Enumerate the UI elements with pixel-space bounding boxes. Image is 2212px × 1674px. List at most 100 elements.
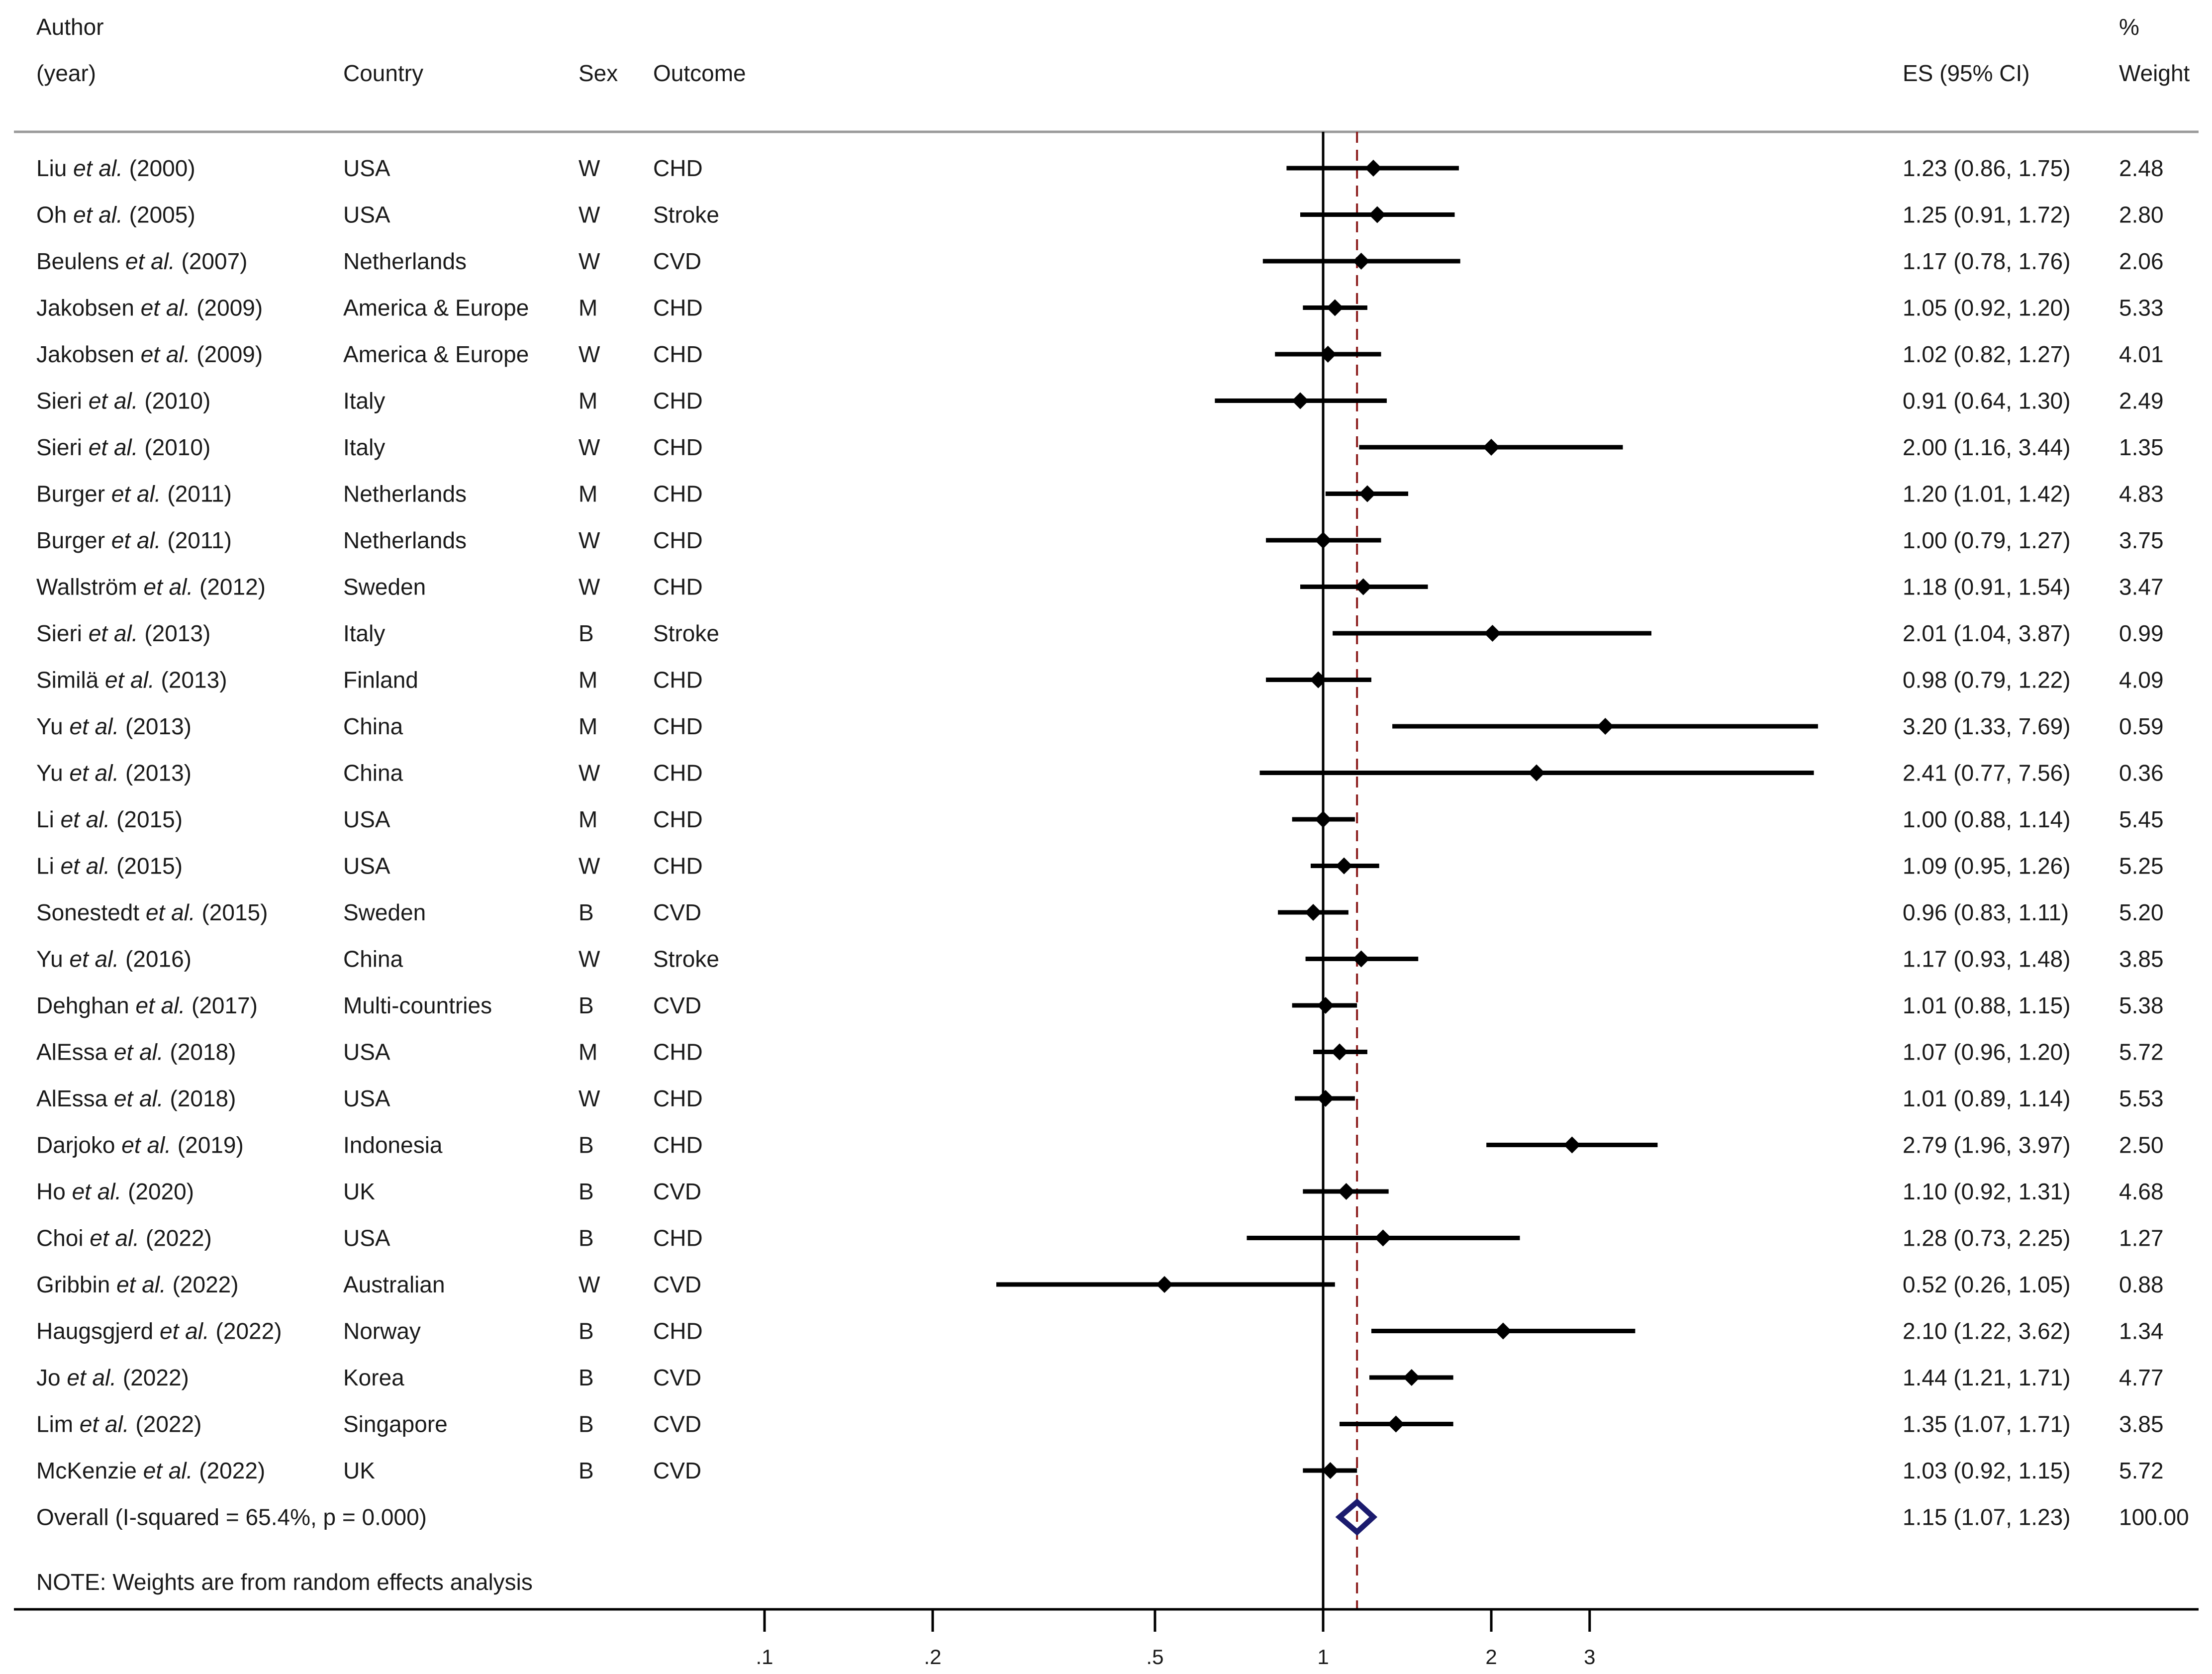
overall-label: Overall (I-squared = 65.4%, p = 0.000) <box>36 1504 427 1530</box>
study-es-ci: 2.01 (1.04, 3.87) <box>1903 620 2071 646</box>
study-es-ci: 1.00 (0.88, 1.14) <box>1903 806 2071 832</box>
study-country: Sweden <box>343 899 426 925</box>
point-estimate <box>1352 950 1370 968</box>
study-row: AlEssa et al. (2018) USA M CHD 1.07 (0.96, 1… <box>36 1039 2164 1065</box>
point-estimate <box>1374 1229 1392 1247</box>
study-es-ci: 1.10 (0.92, 1.31) <box>1903 1179 2071 1204</box>
point-estimate <box>1387 1415 1405 1433</box>
plot-area <box>1322 132 1358 1609</box>
study-author: Sieri et al. (2013) <box>36 620 210 646</box>
header-weight: Weight <box>2119 60 2190 86</box>
study-weight: 2.48 <box>2119 155 2164 181</box>
study-row: Wallström et al. (2012) Sweden W CHD 1.18 (0… <box>36 574 2164 600</box>
study-outcome: CHD <box>653 155 703 181</box>
study-weight: 0.59 <box>2119 713 2164 739</box>
study-es-ci: 3.20 (1.33, 7.69) <box>1903 713 2071 739</box>
study-country: USA <box>343 202 390 228</box>
study-author: AlEssa et al. (2018) <box>36 1085 236 1111</box>
study-author: Darjoko et al. (2019) <box>36 1132 244 1158</box>
study-outcome: CVD <box>653 248 701 274</box>
study-author: Wallström et al. (2012) <box>36 574 266 600</box>
study-author: Yu et al. (2016) <box>36 946 192 972</box>
study-es-ci: 1.25 (0.91, 1.72) <box>1903 202 2071 228</box>
study-country: Norway <box>343 1318 421 1344</box>
study-es-ci: 1.03 (0.92, 1.15) <box>1903 1458 2071 1483</box>
study-sex: B <box>578 1458 594 1483</box>
study-outcome: CHD <box>653 853 703 879</box>
point-estimate <box>1368 206 1386 223</box>
point-estimate <box>1156 1276 1173 1293</box>
study-es-ci: 1.23 (0.86, 1.75) <box>1903 155 2071 181</box>
study-row: Oh et al. (2005) USA W Stroke 1.25 (0.91, 1.… <box>36 202 2164 228</box>
study-country: USA <box>343 155 390 181</box>
x-axis: .1 .2 .5 1 2 3 <box>756 1609 1595 1669</box>
study-row: Li et al. (2015) USA W CHD 1.09 (0.95, 1.26)… <box>36 853 2164 879</box>
header-outcome: Outcome <box>653 60 746 86</box>
study-outcome: CHD <box>653 295 703 321</box>
study-outcome: CHD <box>653 388 703 414</box>
point-estimate <box>1305 904 1322 921</box>
point-estimate <box>1597 718 1614 735</box>
study-sex: M <box>578 481 597 507</box>
study-sex: W <box>578 760 600 786</box>
study-es-ci: 2.10 (1.22, 3.62) <box>1903 1318 2071 1344</box>
study-country: USA <box>343 1039 390 1065</box>
point-estimate <box>1319 346 1337 363</box>
study-weight: 5.33 <box>2119 295 2164 321</box>
point-estimate <box>1322 1462 1339 1479</box>
study-author: Gribbin et al. (2022) <box>36 1272 239 1297</box>
study-author: Choi et al. (2022) <box>36 1225 212 1251</box>
study-row: Burger et al. (2011) Netherlands M CHD 1.20 … <box>36 481 2164 507</box>
study-es-ci: 1.00 (0.79, 1.27) <box>1903 527 2071 553</box>
study-outcome: CVD <box>653 1272 701 1297</box>
study-row: Yu et al. (2013) China W CHD 2.41 (0.77, 7.5… <box>36 760 2164 786</box>
study-author: Lim et al. (2022) <box>36 1411 201 1437</box>
study-outcome: CHD <box>653 667 703 693</box>
point-estimate <box>1317 1090 1334 1107</box>
study-author: Dehghan et al. (2017) <box>36 992 258 1018</box>
point-estimate <box>1563 1136 1581 1154</box>
study-es-ci: 1.35 (1.07, 1.71) <box>1903 1411 2071 1437</box>
study-country: USA <box>343 806 390 832</box>
study-row: McKenzie et al. (2022) UK B CVD 1.03 (0.92, … <box>36 1458 2164 1483</box>
study-weight: 0.88 <box>2119 1272 2164 1297</box>
study-es-ci: 0.98 (0.79, 1.22) <box>1903 667 2071 693</box>
study-sex: W <box>578 1085 600 1111</box>
study-weight: 5.45 <box>2119 806 2164 832</box>
study-row: Choi et al. (2022) USA B CHD 1.28 (0.73, 2.2… <box>36 1225 2164 1251</box>
study-author: Beulens et al. (2007) <box>36 248 248 274</box>
overall-row: Overall (I-squared = 65.4%, p = 0.000) 1.… <box>36 1498 2189 1536</box>
x-tick-label: 1 <box>1317 1645 1329 1669</box>
study-country: China <box>343 946 403 972</box>
study-row: Jakobsen et al. (2009) America & Europe W C… <box>36 341 2164 367</box>
study-country: Korea <box>343 1365 404 1390</box>
study-outcome: CHD <box>653 527 703 553</box>
study-author: Burger et al. (2011) <box>36 481 232 507</box>
study-outcome: CHD <box>653 1132 703 1158</box>
point-estimate <box>1364 160 1382 177</box>
study-country: Netherlands <box>343 248 467 274</box>
study-author: McKenzie et al. (2022) <box>36 1458 265 1483</box>
study-es-ci: 1.28 (0.73, 2.25) <box>1903 1225 2071 1251</box>
study-country: America & Europe <box>343 341 529 367</box>
study-weight: 3.47 <box>2119 574 2164 600</box>
study-country: Australian <box>343 1272 445 1297</box>
study-weight: 3.85 <box>2119 946 2164 972</box>
study-country: UK <box>343 1179 375 1204</box>
point-estimate <box>1528 764 1545 782</box>
study-weight: 4.09 <box>2119 667 2164 693</box>
study-country: Sweden <box>343 574 426 600</box>
study-weight: 2.49 <box>2119 388 2164 414</box>
study-sex: W <box>578 527 600 553</box>
study-weight: 0.99 <box>2119 620 2164 646</box>
study-weight: 4.01 <box>2119 341 2164 367</box>
study-country: Italy <box>343 434 385 460</box>
study-es-ci: 1.18 (0.91, 1.54) <box>1903 574 2071 600</box>
study-country: America & Europe <box>343 295 529 321</box>
study-row: AlEssa et al. (2018) USA W CHD 1.01 (0.89, 1… <box>36 1085 2164 1111</box>
study-sex: W <box>578 202 600 228</box>
point-estimate <box>1315 532 1332 549</box>
study-weight: 5.20 <box>2119 899 2164 925</box>
point-estimate <box>1484 625 1501 642</box>
